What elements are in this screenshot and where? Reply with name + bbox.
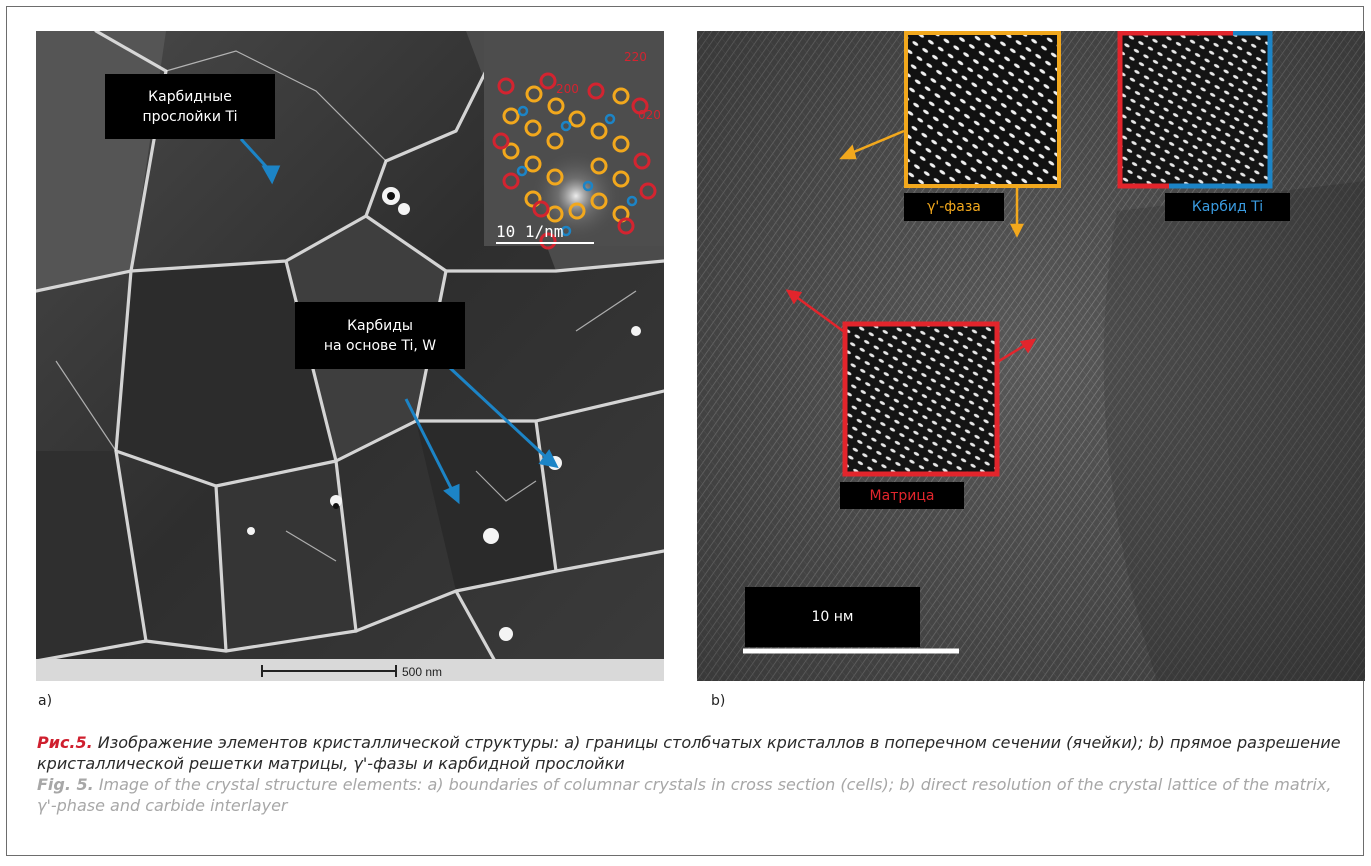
carbide-inset (1117, 31, 1273, 189)
label-carbide-ti: Карбид Ti (1165, 193, 1290, 221)
caption-en-lead: Fig. 5. (37, 775, 94, 794)
arrows-a (239, 137, 559, 505)
index-020: 020 (638, 108, 661, 122)
micrograph-a-image: 200 220 020 10 1/nm 500 nm (36, 31, 664, 681)
micrograph-a: 200 220 020 10 1/nm 500 nm Карбидные про… (36, 31, 664, 681)
caption-en-text: Image of the crystal structure elements:… (37, 775, 1332, 815)
label-carbides: Карбиды на основе Ti, W (295, 302, 465, 369)
panel-letter-b: b) (711, 693, 726, 709)
caption-english: Fig. 5. Image of the crystal structure e… (37, 774, 1347, 816)
micrograph-b: γ'-фаза Карбид Ti Матрица 10 нм (697, 31, 1365, 681)
figure-caption: Рис.5. Изображение элементов кристалличе… (37, 732, 1347, 816)
matrix-inset (785, 289, 1037, 477)
scale-bar-b-label: 10 нм (745, 587, 920, 647)
label-matrix: Матрица (840, 482, 964, 509)
index-200: 200 (556, 82, 579, 96)
label-carbide-layers: Карбидные прослойки Ti (105, 74, 275, 139)
caption-ru-text: Изображение элементов кристаллической ст… (37, 733, 1341, 773)
gamma-phase-inset (839, 31, 1061, 238)
diffraction-scale-label: 10 1/nm (496, 222, 563, 241)
scale-bar-a-label: 500 nm (402, 665, 442, 679)
caption-ru-lead: Рис.5. (37, 733, 93, 752)
panel-letter-a: a) (38, 693, 53, 709)
micrograph-b-image (697, 31, 1365, 681)
label-gamma-phase: γ'-фаза (904, 193, 1004, 221)
diffraction-inset: 200 220 020 10 1/nm (484, 31, 664, 250)
caption-russian: Рис.5. Изображение элементов кристалличе… (37, 732, 1347, 774)
index-220: 220 (624, 50, 647, 64)
